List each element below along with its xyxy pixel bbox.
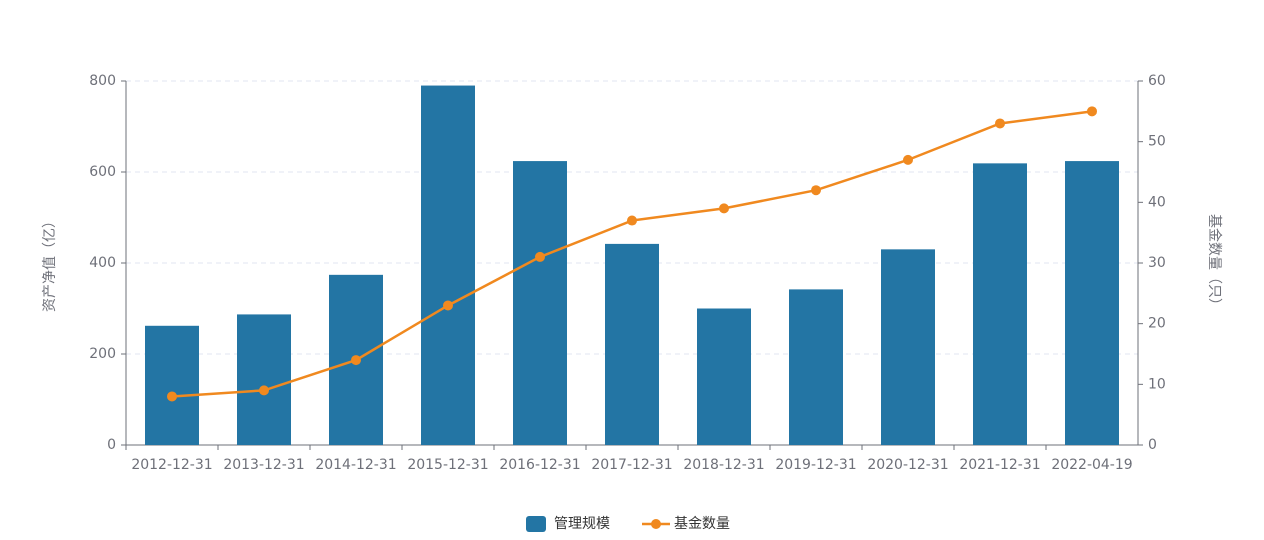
bar xyxy=(973,163,1027,446)
bar xyxy=(237,314,291,445)
bar xyxy=(697,308,751,445)
line-point xyxy=(535,251,545,262)
bar xyxy=(789,289,843,445)
line-point xyxy=(167,391,177,402)
legend-icon xyxy=(526,516,546,532)
line-point xyxy=(995,118,1005,129)
line-point xyxy=(443,300,453,311)
y-tick-label: 400 xyxy=(89,255,116,271)
x-tick-label: 2020-12-31 xyxy=(867,457,948,473)
y2-axis-title: 基金数量（只） xyxy=(1206,214,1223,312)
y2-tick-label: 30 xyxy=(1148,255,1166,271)
line-point xyxy=(351,355,361,366)
y-tick-label: 600 xyxy=(89,164,116,180)
x-tick-label: 2019-12-31 xyxy=(775,457,856,473)
bar xyxy=(1065,161,1119,445)
line-point xyxy=(1087,106,1097,117)
x-tick-label: 2012-12-31 xyxy=(131,457,212,473)
x-tick-label: 2017-12-31 xyxy=(591,457,672,473)
legend-label: 基金数量 xyxy=(674,515,730,532)
line-point xyxy=(903,154,913,165)
bar xyxy=(605,243,659,445)
y-tick-label: 200 xyxy=(89,346,116,362)
bar xyxy=(513,161,567,445)
line-point xyxy=(259,385,269,396)
legend-icon xyxy=(651,519,661,529)
y2-tick-label: 40 xyxy=(1148,194,1166,210)
x-tick-label: 2014-12-31 xyxy=(315,457,396,473)
line-point xyxy=(719,203,729,214)
legend-label: 管理规模 xyxy=(554,516,610,532)
y2-tick-label: 20 xyxy=(1148,316,1166,332)
y2-tick-label: 0 xyxy=(1148,437,1157,453)
y-tick-label: 0 xyxy=(107,437,116,453)
x-tick-label: 2018-12-31 xyxy=(683,457,764,473)
bar xyxy=(145,325,199,445)
x-tick-label: 2013-12-31 xyxy=(223,457,304,473)
y-tick-label: 800 xyxy=(89,73,116,89)
y-axis-title: 资产净值（亿） xyxy=(42,214,58,312)
x-tick-label: 2021-12-31 xyxy=(959,457,1040,473)
line-point xyxy=(811,185,821,196)
x-tick-label: 2015-12-31 xyxy=(407,457,488,473)
bar xyxy=(421,85,475,446)
y2-tick-label: 60 xyxy=(1148,73,1166,89)
x-tick-label: 2016-12-31 xyxy=(499,457,580,473)
y2-tick-label: 10 xyxy=(1148,376,1166,392)
y2-tick-label: 50 xyxy=(1148,134,1166,150)
x-tick-label: 2022-04-19 xyxy=(1051,457,1132,473)
bar xyxy=(881,249,935,445)
line-point xyxy=(627,215,637,226)
